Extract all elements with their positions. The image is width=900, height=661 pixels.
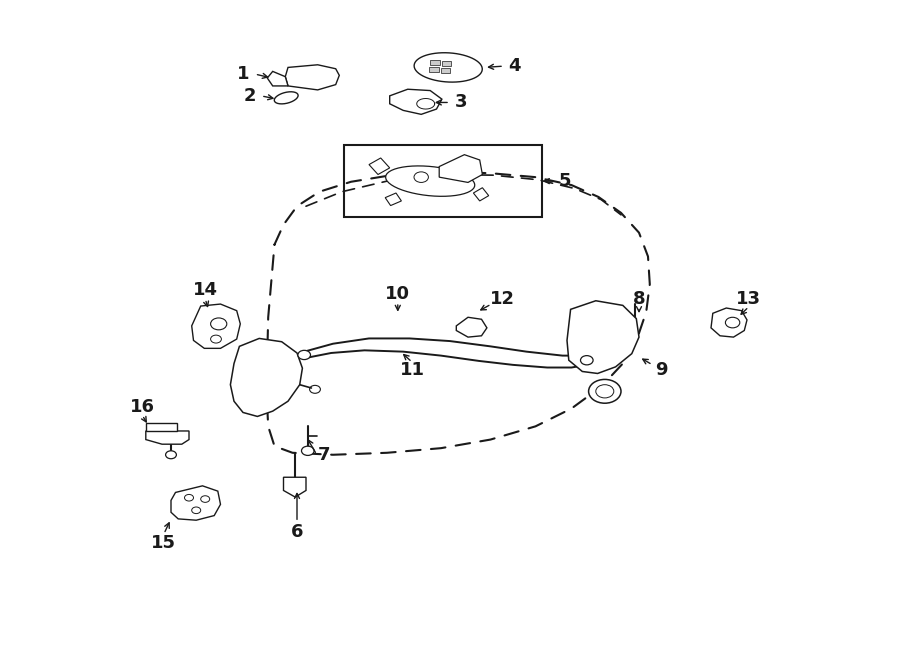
Polygon shape xyxy=(171,486,220,520)
Polygon shape xyxy=(414,53,482,82)
Text: 5: 5 xyxy=(559,172,572,190)
Bar xyxy=(441,68,451,73)
Polygon shape xyxy=(285,65,339,90)
Polygon shape xyxy=(284,477,306,497)
Polygon shape xyxy=(146,431,189,444)
Text: 11: 11 xyxy=(400,361,425,379)
Bar xyxy=(429,67,439,72)
Polygon shape xyxy=(439,155,482,182)
Polygon shape xyxy=(146,423,177,431)
Polygon shape xyxy=(390,89,442,114)
Text: 14: 14 xyxy=(193,280,218,299)
Polygon shape xyxy=(274,92,298,104)
Text: 15: 15 xyxy=(151,534,176,553)
Text: 12: 12 xyxy=(490,290,515,308)
Circle shape xyxy=(166,451,176,459)
Polygon shape xyxy=(456,317,487,337)
Circle shape xyxy=(298,350,310,360)
Text: 10: 10 xyxy=(385,285,410,303)
Text: 7: 7 xyxy=(318,446,330,464)
Polygon shape xyxy=(230,338,302,416)
Text: 2: 2 xyxy=(244,87,256,105)
Text: 9: 9 xyxy=(655,361,668,379)
Circle shape xyxy=(302,446,314,455)
Polygon shape xyxy=(192,304,240,348)
Polygon shape xyxy=(385,166,474,196)
Text: 16: 16 xyxy=(130,397,155,416)
Text: 3: 3 xyxy=(454,93,467,112)
Polygon shape xyxy=(567,301,639,373)
Polygon shape xyxy=(711,308,747,337)
Bar xyxy=(430,60,440,65)
Circle shape xyxy=(580,356,593,365)
Text: 1: 1 xyxy=(237,65,249,83)
Text: 13: 13 xyxy=(736,290,761,308)
Text: 6: 6 xyxy=(291,523,303,541)
Bar xyxy=(442,61,452,66)
Text: 4: 4 xyxy=(508,57,521,75)
Polygon shape xyxy=(267,71,288,86)
Circle shape xyxy=(589,379,621,403)
Text: 8: 8 xyxy=(633,290,645,308)
Bar xyxy=(344,145,542,217)
